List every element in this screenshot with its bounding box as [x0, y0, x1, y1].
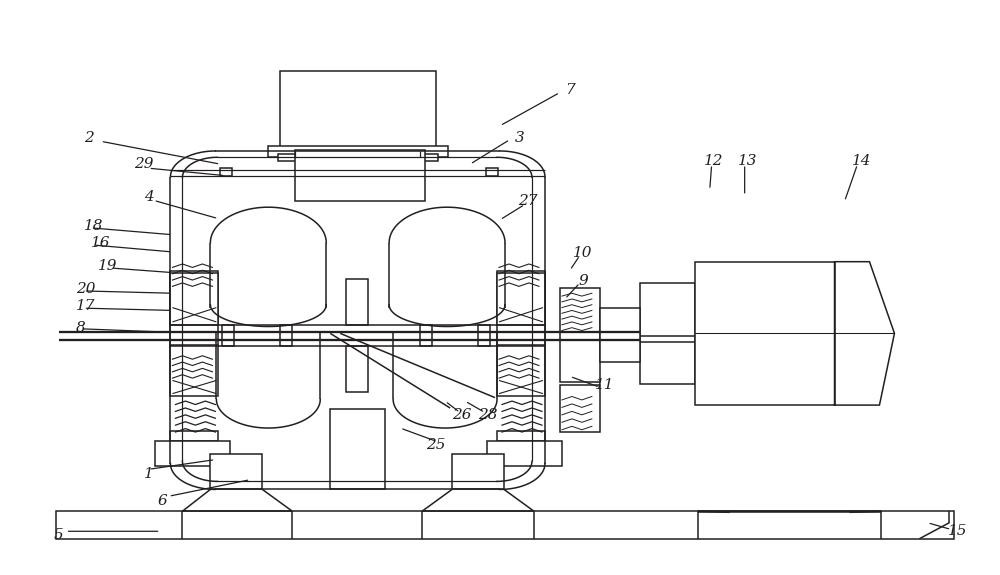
Bar — [170, 271, 218, 346]
Bar — [280, 71, 436, 151]
Text: 26: 26 — [452, 408, 472, 422]
Text: 25: 25 — [426, 438, 446, 453]
Bar — [640, 283, 695, 384]
Text: 29: 29 — [134, 157, 153, 171]
Bar — [295, 150, 425, 201]
Bar — [560, 288, 600, 382]
Bar — [487, 441, 562, 466]
Text: 5: 5 — [54, 528, 63, 542]
Bar — [478, 325, 490, 346]
Bar — [170, 431, 218, 441]
Bar — [220, 168, 232, 175]
Bar — [600, 308, 640, 362]
Bar — [280, 325, 292, 346]
Text: 20: 20 — [76, 282, 95, 296]
Bar — [222, 325, 234, 346]
Text: 19: 19 — [98, 259, 117, 273]
Text: 2: 2 — [84, 131, 93, 145]
Text: 28: 28 — [478, 408, 498, 422]
Bar — [268, 147, 448, 157]
Bar — [452, 454, 504, 489]
Text: 7: 7 — [565, 83, 575, 97]
Text: 8: 8 — [76, 321, 85, 335]
Bar — [56, 511, 954, 539]
Bar — [210, 454, 262, 489]
Text: 4: 4 — [144, 190, 153, 204]
Bar — [497, 271, 545, 346]
Bar — [560, 385, 600, 432]
Bar — [170, 273, 218, 325]
Bar — [330, 409, 385, 489]
Bar — [346, 346, 368, 392]
Text: 11: 11 — [595, 378, 615, 392]
Bar — [695, 262, 835, 405]
Bar — [497, 431, 545, 441]
Bar — [170, 345, 218, 397]
Bar — [420, 325, 432, 346]
Bar — [497, 273, 545, 325]
Text: 14: 14 — [852, 154, 871, 168]
Text: 16: 16 — [91, 236, 110, 250]
Bar — [497, 345, 545, 397]
Text: 12: 12 — [704, 154, 723, 168]
Text: 1: 1 — [144, 467, 153, 481]
Bar — [155, 441, 230, 466]
Text: 17: 17 — [76, 299, 95, 313]
Text: 10: 10 — [573, 246, 593, 260]
Text: 13: 13 — [738, 154, 757, 168]
Text: 27: 27 — [518, 194, 538, 209]
Bar — [486, 168, 498, 175]
Text: 3: 3 — [515, 131, 525, 145]
Text: 9: 9 — [578, 274, 588, 288]
Bar — [346, 279, 368, 325]
Text: 15: 15 — [948, 524, 967, 538]
Bar — [278, 155, 438, 162]
Text: 6: 6 — [158, 494, 167, 508]
Text: 18: 18 — [84, 218, 103, 232]
